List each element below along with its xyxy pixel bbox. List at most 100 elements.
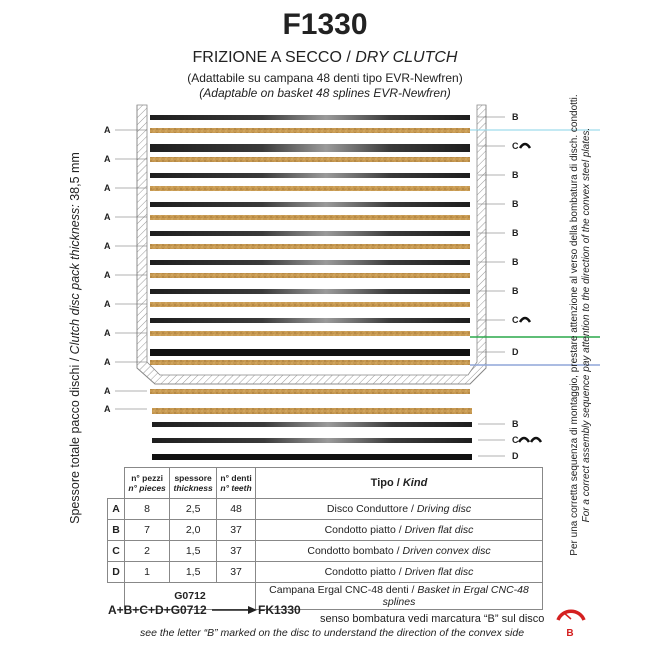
disc-label-b: B xyxy=(512,170,519,180)
disc-label-b: B xyxy=(512,112,519,122)
driving-disc xyxy=(150,331,470,336)
driving-disc xyxy=(150,215,470,220)
kit-formula: A+B+C+D+G0712 xyxy=(108,603,207,617)
row-kind-en: Driven flat disc xyxy=(404,524,474,536)
driving-disc xyxy=(150,302,470,307)
loose-label-c: C xyxy=(512,435,519,445)
disc-label-c: C xyxy=(512,315,519,325)
row-kind-en: Driven flat disc xyxy=(404,566,474,578)
driving-disc xyxy=(150,360,470,365)
loose-driven-disc xyxy=(152,438,472,443)
assembly-note: Per una corretta sequenza di montaggio, … xyxy=(569,90,593,560)
row-kind-it: Disco Conduttore / xyxy=(326,503,417,515)
row-kind: Disco Conduttore / Driving disc xyxy=(255,498,543,520)
driven-disc xyxy=(150,173,470,178)
subtitle: FRIZIONE A SECCO / DRY CLUTCH xyxy=(0,49,650,67)
col-teeth: n° denti n° teeth xyxy=(216,467,256,499)
row-thickness: 1,5 xyxy=(169,540,218,562)
arrow-right-icon xyxy=(212,606,257,614)
row-teeth: 37 xyxy=(216,540,256,562)
driving-disc xyxy=(150,244,470,249)
row-pieces: 8 xyxy=(123,498,171,520)
disc-label-a: A xyxy=(104,183,111,193)
table-row: D 1 1,5 37 Condotto piatto / Driven flat… xyxy=(107,561,543,583)
adaptable-note-en: (Adaptable on basket 48 splines EVR-Newf… xyxy=(199,86,451,100)
disc-label-b: B xyxy=(512,199,519,209)
disc-label-a: A xyxy=(104,357,111,367)
loose-driven-disc xyxy=(152,422,472,427)
table-row: A 8 2,5 48 Disco Conduttore / Driving di… xyxy=(107,498,543,520)
driven-disc xyxy=(150,318,470,323)
basket-kind-it: Campana Ergal CNC-48 denti / xyxy=(269,584,418,596)
row-kind-it: Condotto piatto / xyxy=(324,524,405,536)
assembly-note-en: For a correct assembly sequence pay atte… xyxy=(581,127,592,523)
table-row: C 2 1,5 37 Condotto bombato / Driven con… xyxy=(107,540,543,562)
row-teeth: 37 xyxy=(216,519,256,541)
thickness-label-it: Spessore totale pacco dischi / xyxy=(68,354,82,524)
row-kind-en: Driving disc xyxy=(416,503,472,515)
driven-disc xyxy=(150,115,470,120)
driving-disc xyxy=(150,186,470,191)
row-letter: D xyxy=(107,561,125,583)
row-teeth: 48 xyxy=(216,498,256,520)
convex-disc-glyph xyxy=(517,436,531,443)
basket-kind-en: Basket in Ergal CNC-48 splines xyxy=(382,584,529,608)
row-letter: B xyxy=(107,519,125,541)
loose-label-b: B xyxy=(512,419,519,429)
disc-label-a: A xyxy=(104,154,111,164)
subtitle-en: DRY CLUTCH xyxy=(355,49,458,66)
row-kind-it: Condotto piatto / xyxy=(324,566,405,578)
row-pieces: 1 xyxy=(123,561,171,583)
driven-disc xyxy=(150,231,470,236)
col-teeth-it: n° denti xyxy=(220,473,252,483)
convex-note-it: senso bombatura vedi marcatura “B” sul d… xyxy=(320,613,545,625)
driving-disc xyxy=(150,157,470,162)
disc-label-a: A xyxy=(104,328,111,338)
row-kind-en: Driven convex disc xyxy=(402,545,491,557)
col-teeth-en: n° teeth xyxy=(220,483,252,493)
disc-label-b: B xyxy=(512,228,519,238)
table-header-row: n° pezzi n° pieces spessore thickness n° d… xyxy=(107,467,543,499)
basket-kind: Campana Ergal CNC-48 denti / Basket in E… xyxy=(255,582,543,610)
disc-label-c: C xyxy=(512,141,519,151)
convex-disc-glyph xyxy=(529,436,543,443)
convex-disc-glyph xyxy=(518,142,532,149)
row-thickness: 2,0 xyxy=(169,519,218,541)
driven-disc xyxy=(150,260,470,265)
row-teeth: 37 xyxy=(216,561,256,583)
row-kind: Condotto piatto / Driven flat disc xyxy=(255,561,543,583)
disc-label-a: A xyxy=(104,386,111,396)
row-thickness: 1,5 xyxy=(169,561,218,583)
kit-code: FK1330 xyxy=(258,603,301,617)
row-letter: C xyxy=(107,540,125,562)
basket-code: G0712 xyxy=(124,582,256,610)
row-kind: Condotto bombato / Driven convex disc xyxy=(255,540,543,562)
convex-disc-glyph xyxy=(518,316,532,323)
convex-note-en: see the letter “B” marked on the disc to… xyxy=(140,627,525,639)
disc-pack-thickness-label: Spessore totale pacco dischi / Clutch di… xyxy=(68,118,84,558)
disc-label-a: A xyxy=(104,241,111,251)
col-thickness: spessore thickness xyxy=(169,467,218,499)
disc-label-a: A xyxy=(104,125,111,135)
disc-label-d: D xyxy=(512,347,519,357)
row-thickness: 2,5 xyxy=(169,498,218,520)
table-row: B 7 2,0 37 Condotto piatto / Driven flat… xyxy=(107,519,543,541)
driven-disc xyxy=(150,202,470,207)
col-kind: Tipo / Kind xyxy=(255,467,543,499)
disc-label-b: B xyxy=(512,257,519,267)
disc-label-a: A xyxy=(104,299,111,309)
convex-direction-icon: B xyxy=(556,609,586,639)
driven-disc xyxy=(150,144,470,149)
row-kind-it: Condotto bombato / xyxy=(307,545,403,557)
disc-label-a: A xyxy=(104,212,111,222)
loose-driven-disc xyxy=(152,454,472,460)
col-pieces-it: n° pezzi xyxy=(131,473,163,483)
col-pieces-en: n° pieces xyxy=(128,483,166,493)
page-title: F1330 xyxy=(282,8,368,41)
driven-disc xyxy=(150,289,470,294)
assembly-note-it: Per una corretta sequenza di montaggio, … xyxy=(569,94,580,556)
subtitle-it: FRIZIONE A SECCO / xyxy=(192,49,356,66)
disc-label-b: B xyxy=(512,286,519,296)
col-kind-en: Kind xyxy=(402,477,428,489)
